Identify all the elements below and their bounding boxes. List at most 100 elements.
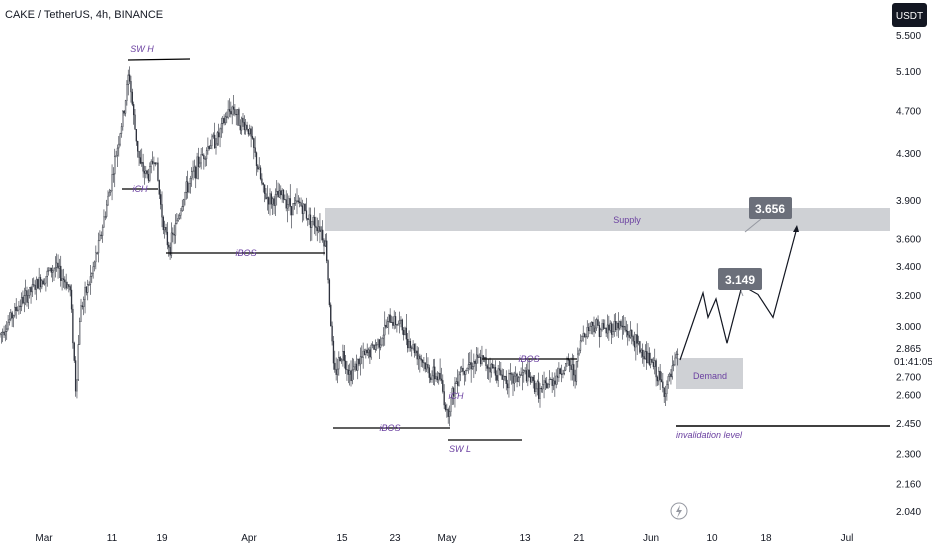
x-tick-may: May [438,533,457,544]
candle [158,179,160,199]
candle [497,365,499,387]
candle-body [91,273,93,277]
candle-body [164,227,166,231]
candle [238,107,240,126]
candle-body [643,356,645,360]
candle-body [469,362,471,365]
candle-body [245,124,247,131]
candle-body [12,315,15,319]
x-tick-15: 15 [336,533,348,544]
candle [157,157,159,182]
candle-body [165,227,167,233]
candle [640,348,642,358]
supply-zone[interactable] [325,208,890,231]
candle [192,160,194,181]
candle [269,188,271,216]
candle-body [377,339,379,345]
candle-body [215,143,217,149]
candle-body [575,361,578,382]
candle-body [652,362,655,367]
candle [494,360,497,381]
demand-zone[interactable] [676,358,743,389]
candle-body [54,267,57,270]
candle [582,325,584,342]
annotations-layer: SW H iCH iBOS iBOS iCH iBOS SW L invalid… [122,44,890,454]
currency-badge[interactable]: USDT [892,3,927,27]
candle [587,323,590,338]
candle-body [170,232,173,256]
candle [286,193,289,223]
candle-body [397,323,399,326]
candle-body [78,321,81,345]
target-2-box[interactable] [749,197,792,219]
time-axis[interactable]: Mar 11 19 Apr 15 23 May 13 21 Jun 10 18 … [35,533,853,544]
candle-body [596,319,598,329]
candle-body [358,358,360,365]
candle [361,345,363,365]
candle [575,360,578,386]
candle-body [263,184,266,194]
candle [586,320,588,339]
candle-body [409,340,412,349]
swing-high-line[interactable] [127,58,191,61]
price-axis[interactable]: 5.500 5.100 4.700 4.300 3.900 3.600 3.400 3.200… [896,31,921,518]
candle [531,375,533,383]
candle-body [610,323,613,335]
candle-body [400,319,402,321]
projection-path[interactable] [679,227,798,361]
candle [589,322,591,335]
candle-body [305,210,308,219]
candle-body [598,325,601,337]
candle [556,367,559,385]
candle [122,110,124,131]
candle [427,357,429,374]
candle [62,268,65,288]
candle-body [332,340,335,364]
target-1-box[interactable] [718,268,762,290]
candle [643,349,645,367]
candle [376,342,378,351]
candle-body [386,321,389,328]
candle-body [436,376,439,381]
candle [628,330,630,342]
lightning-icon[interactable] [670,502,688,520]
candle-body [424,362,426,370]
candle-body [219,128,221,138]
candle [512,372,514,396]
candle [466,367,468,372]
y-tick-label: 3.600 [896,234,921,245]
candle-body [539,388,541,399]
candle-body [297,200,299,203]
candle-body [43,282,46,285]
candle-body [658,370,660,382]
candle [235,109,237,126]
candle-body [428,367,430,378]
projection-arrowhead [793,225,799,232]
candle-body [463,370,466,375]
candle-body [174,223,177,236]
candle [469,351,471,371]
candle [112,167,115,183]
y-tick-label: 5.500 [896,31,921,42]
candle-body [374,344,376,350]
candle [69,284,71,297]
candle [265,188,267,200]
candle [539,383,541,408]
candle [354,361,356,372]
candle [223,114,225,126]
candle-body [34,284,36,290]
candle [528,359,530,378]
candle-body [128,74,131,82]
candle [604,319,606,329]
candle-body [546,382,548,389]
candle-body [646,351,648,364]
candle [272,196,274,216]
candle [89,264,92,295]
candle [180,207,182,220]
candle-body [253,138,255,148]
candle-body [538,381,540,399]
candle-body [247,129,250,135]
candle [400,316,402,328]
